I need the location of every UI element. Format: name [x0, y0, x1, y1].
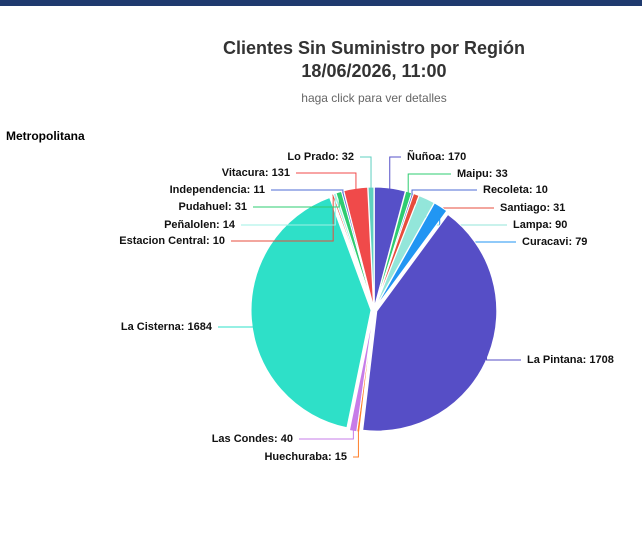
- region-label: Metropolitana: [6, 129, 85, 143]
- leader-line: [360, 156, 372, 190]
- pie-slice[interactable]: [375, 202, 448, 308]
- leader-line: [486, 354, 521, 361]
- data-label: Huechuraba: 15: [264, 451, 347, 463]
- data-label: Pudahuel: 31: [179, 201, 247, 213]
- data-label: Lo Prado: 32: [287, 151, 354, 163]
- data-label: Curacavi: 79: [522, 236, 587, 248]
- data-label: Recoleta: 10: [483, 184, 548, 196]
- top-bar: [0, 0, 642, 6]
- data-label: Estacion Central: 10: [119, 235, 225, 247]
- leader-line: [389, 156, 401, 191]
- data-label: Vitacura: 131: [222, 167, 290, 179]
- data-label: Maipu: 33: [457, 168, 508, 180]
- leader-line: [353, 429, 359, 458]
- leader-line: [218, 319, 254, 328]
- data-label: Santiago: 31: [500, 202, 565, 214]
- pie-slice[interactable]: [362, 213, 498, 432]
- data-label: Ñuñoa: 170: [407, 150, 466, 163]
- data-label: Lampa: 90: [513, 219, 567, 231]
- leader-line: [299, 429, 354, 440]
- leader-line: [253, 194, 340, 208]
- pie-slice[interactable]: [250, 196, 372, 429]
- leader-line: [296, 172, 357, 191]
- data-label: Independencia: 11: [170, 184, 265, 196]
- leader-line: [231, 196, 334, 242]
- data-label: La Cisterna: 1684: [121, 321, 213, 333]
- chart-subtitle: haga click para ver detalles: [301, 91, 446, 105]
- leader-line: [241, 195, 336, 226]
- data-label: Las Condes: 40: [212, 433, 293, 445]
- leader-line: [407, 173, 451, 194]
- chart-timestamp: 18/06/2026, 11:00: [301, 61, 446, 81]
- data-label: Peñalolen: 14: [164, 219, 236, 231]
- data-label: La Pintana: 1708: [527, 354, 614, 366]
- leader-line: [411, 189, 477, 196]
- leader-line: [271, 189, 344, 194]
- chart-title: Clientes Sin Suministro por Región: [223, 38, 525, 58]
